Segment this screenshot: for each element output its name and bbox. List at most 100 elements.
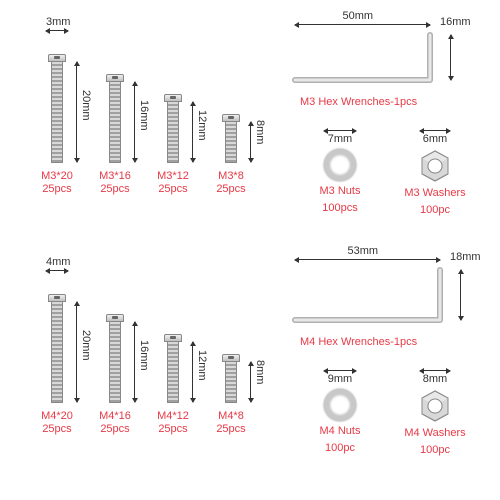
nut-block: 8mm M4 Washers 100pc [400, 370, 470, 457]
screw-name: M3*8 [208, 170, 254, 183]
washer-block: 7mm M3 Nuts 100pcs [310, 130, 370, 215]
screw-shaft [109, 82, 121, 163]
dim-line-part [420, 370, 450, 371]
screw-qty: 25pcs [208, 183, 254, 196]
screw-head [164, 94, 182, 102]
screw [48, 54, 66, 163]
screw-name: M4*8 [208, 410, 254, 423]
screw-name: M4*16 [92, 410, 138, 423]
dim-text-length: 8mm [254, 120, 266, 144]
dim-text-head: 3mm [46, 16, 70, 28]
dim-text-part: 7mm [310, 133, 370, 145]
wrench-label: M4 Hex Wrenches-1pcs [300, 336, 417, 349]
dim-line-part [420, 130, 450, 131]
screw-label: M4*2025pcs [34, 410, 80, 436]
screw-head [222, 114, 240, 122]
washer-icon [324, 389, 356, 421]
screw-label: M4*1625pcs [92, 410, 138, 436]
dim-text-length: 12mm [196, 350, 208, 381]
dim-text-wrench-w: 50mm [343, 10, 374, 22]
screw-label: M3*825pcs [208, 170, 254, 196]
dim-line-wrench-w [295, 24, 430, 25]
screw-name: M4*12 [150, 410, 196, 423]
dim-line-length [192, 342, 193, 402]
dim-line-length [76, 62, 77, 162]
dim-text-length: 16mm [138, 340, 150, 371]
screw [106, 74, 124, 163]
dim-text-length: 20mm [80, 90, 92, 121]
screw-label: M3*1625pcs [92, 170, 138, 196]
dim-line-length [192, 102, 193, 162]
dim-line-wrench-w [295, 259, 440, 260]
dim-line-length [76, 302, 77, 402]
dim-line-part [324, 130, 356, 131]
screw [106, 314, 124, 403]
part-name: M4 Nuts [310, 425, 370, 438]
hex-wrench [290, 265, 480, 330]
screw-qty: 25pcs [208, 423, 254, 436]
screw-shaft [51, 302, 63, 403]
wrench-label: M3 Hex Wrenches-1pcs [300, 96, 417, 109]
screw-qty: 25pcs [150, 423, 196, 436]
screw [222, 114, 240, 163]
nut-icon [418, 149, 452, 183]
dim-text-length: 20mm [80, 330, 92, 361]
screw-qty: 25pcs [34, 183, 80, 196]
dim-line-head [46, 30, 68, 31]
part-name: M3 Washers [400, 187, 470, 200]
screw-qty: 25pcs [34, 423, 80, 436]
screw [164, 334, 182, 403]
screw-qty: 25pcs [92, 183, 138, 196]
screw-head [106, 74, 124, 82]
screw-label: M3*1225pcs [150, 170, 196, 196]
screw-head [164, 334, 182, 342]
nut-icon [418, 389, 452, 423]
dim-text-length: 16mm [138, 100, 150, 131]
part-qty: 100pc [310, 442, 370, 455]
screw-label: M4*825pcs [208, 410, 254, 436]
screw-name: M3*12 [150, 170, 196, 183]
screw [48, 294, 66, 403]
part-qty: 100pcs [310, 202, 370, 215]
nut-block: 6mm M3 Washers 100pc [400, 130, 470, 217]
hex-wrench [290, 30, 470, 90]
screw-qty: 25pcs [92, 423, 138, 436]
dim-text-part: 6mm [400, 133, 470, 145]
dim-text-wrench-h: 18mm [450, 251, 481, 263]
washer-block: 9mm M4 Nuts 100pc [310, 370, 370, 455]
screw-qty: 25pcs [150, 183, 196, 196]
dim-text-wrench-h: 16mm [440, 16, 471, 28]
dim-line-head [46, 270, 68, 271]
part-name: M4 Washers [400, 427, 470, 440]
screw-shaft [167, 102, 179, 163]
dim-text-wrench-w: 53mm [348, 245, 379, 257]
screw-shaft [225, 122, 237, 163]
dim-text-part: 9mm [310, 373, 370, 385]
screw-shaft [109, 322, 121, 403]
screw-head [48, 294, 66, 302]
part-qty: 100pc [400, 444, 470, 457]
screw-name: M4*20 [34, 410, 80, 423]
screw-head [222, 354, 240, 362]
dim-line-part [324, 370, 356, 371]
screw-shaft [167, 342, 179, 403]
screw-label: M4*1225pcs [150, 410, 196, 436]
dim-line-length [134, 82, 135, 162]
dim-line-length [250, 362, 251, 402]
washer-icon [324, 149, 356, 181]
screw-head [106, 314, 124, 322]
dim-line-length [250, 122, 251, 162]
screw-shaft [51, 62, 63, 163]
part-name: M3 Nuts [310, 185, 370, 198]
screw-name: M3*20 [34, 170, 80, 183]
screw-shaft [225, 362, 237, 403]
dim-line-wrench-h [460, 270, 461, 320]
dim-text-head: 4mm [46, 256, 70, 268]
screw-name: M3*16 [92, 170, 138, 183]
screw-head [48, 54, 66, 62]
dim-line-wrench-h [450, 35, 451, 80]
dim-text-part: 8mm [400, 373, 470, 385]
part-qty: 100pc [400, 204, 470, 217]
screw [164, 94, 182, 163]
dim-text-length: 8mm [254, 360, 266, 384]
